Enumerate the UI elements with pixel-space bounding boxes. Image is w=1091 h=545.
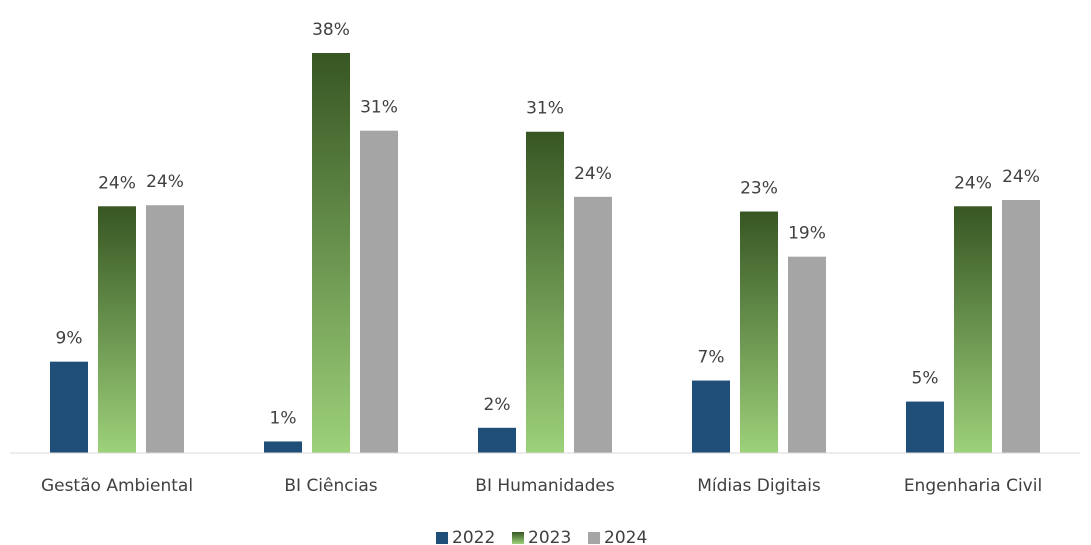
data-label: 38% bbox=[312, 20, 350, 40]
bar bbox=[264, 441, 302, 453]
bar bbox=[146, 205, 184, 453]
bar bbox=[906, 401, 944, 453]
bar bbox=[98, 206, 136, 453]
data-label: 31% bbox=[526, 99, 564, 119]
data-label: 7% bbox=[698, 348, 725, 368]
data-label: 24% bbox=[146, 172, 184, 192]
data-label: 2% bbox=[484, 395, 511, 415]
data-label: 19% bbox=[788, 224, 826, 244]
x-tick-label: Engenharia Civil bbox=[904, 476, 1042, 496]
data-label: 1% bbox=[270, 408, 297, 428]
bar bbox=[788, 256, 826, 453]
x-tick-label: Gestão Ambiental bbox=[41, 476, 193, 496]
bar bbox=[50, 361, 88, 453]
data-label: 24% bbox=[574, 164, 612, 184]
bar bbox=[740, 211, 778, 453]
bar bbox=[574, 196, 612, 453]
data-label: 24% bbox=[954, 173, 992, 193]
legend-swatch bbox=[436, 532, 448, 544]
data-label: 23% bbox=[740, 179, 778, 199]
bar bbox=[954, 206, 992, 453]
x-tick-label: Mídias Digitais bbox=[697, 476, 821, 496]
bar bbox=[478, 427, 516, 453]
legend-swatch bbox=[512, 532, 524, 544]
x-tick-label: BI Ciências bbox=[284, 476, 377, 496]
bar bbox=[526, 131, 564, 453]
bar bbox=[360, 130, 398, 453]
data-label: 24% bbox=[98, 173, 136, 193]
data-label: 9% bbox=[56, 329, 83, 349]
x-tick-label: BI Humanidades bbox=[475, 476, 615, 496]
legend-swatch bbox=[588, 532, 600, 544]
bar bbox=[312, 53, 350, 453]
legend-label: 2022 bbox=[452, 528, 495, 545]
bar bbox=[1002, 199, 1040, 453]
data-label: 24% bbox=[1002, 167, 1040, 187]
legend-label: 2024 bbox=[604, 528, 647, 545]
legend-label: 2023 bbox=[528, 528, 571, 545]
data-label: 5% bbox=[912, 369, 939, 389]
bar bbox=[692, 380, 730, 453]
data-label: 31% bbox=[360, 98, 398, 118]
